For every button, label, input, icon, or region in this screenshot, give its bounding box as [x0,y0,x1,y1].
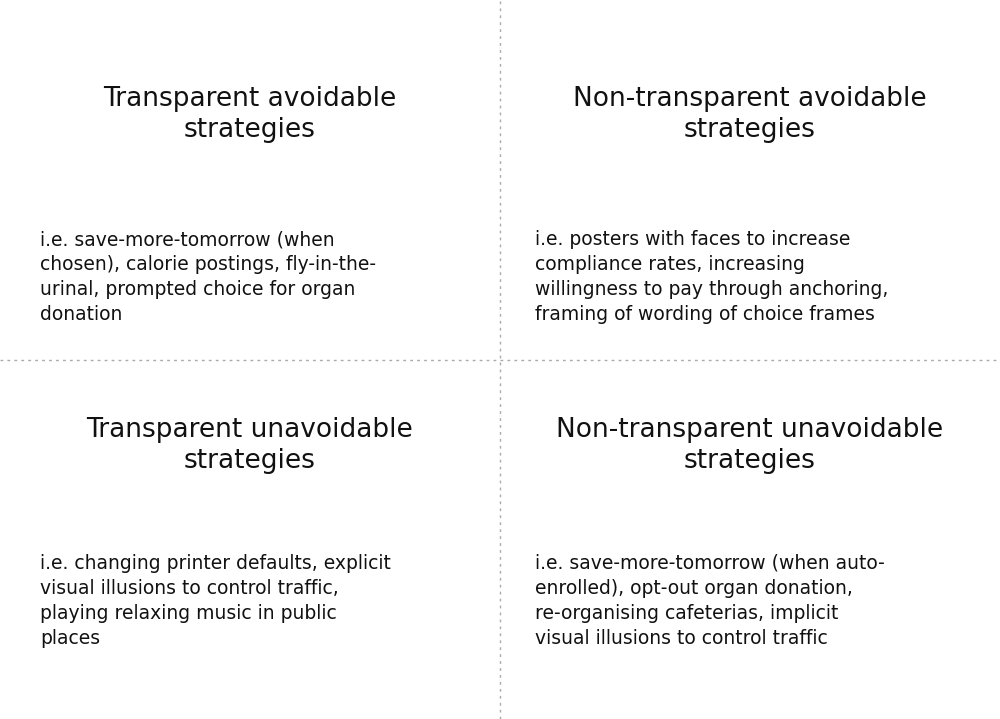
Text: Transparent avoidable
strategies: Transparent avoidable strategies [103,86,397,143]
Text: Non-transparent avoidable
strategies: Non-transparent avoidable strategies [573,86,927,143]
Text: i.e. save-more-tomorrow (when auto-
enrolled), opt-out organ donation,
re-organi: i.e. save-more-tomorrow (when auto- enro… [535,554,885,648]
Text: Transparent unavoidable
strategies: Transparent unavoidable strategies [87,417,413,474]
Text: Non-transparent unavoidable
strategies: Non-transparent unavoidable strategies [556,417,944,474]
Text: i.e. save-more-tomorrow (when
chosen), calorie postings, fly-in-the-
urinal, pro: i.e. save-more-tomorrow (when chosen), c… [40,230,376,324]
Text: i.e. posters with faces to increase
compliance rates, increasing
willingness to : i.e. posters with faces to increase comp… [535,230,888,324]
Text: i.e. changing printer defaults, explicit
visual illusions to control traffic,
pl: i.e. changing printer defaults, explicit… [40,554,391,648]
